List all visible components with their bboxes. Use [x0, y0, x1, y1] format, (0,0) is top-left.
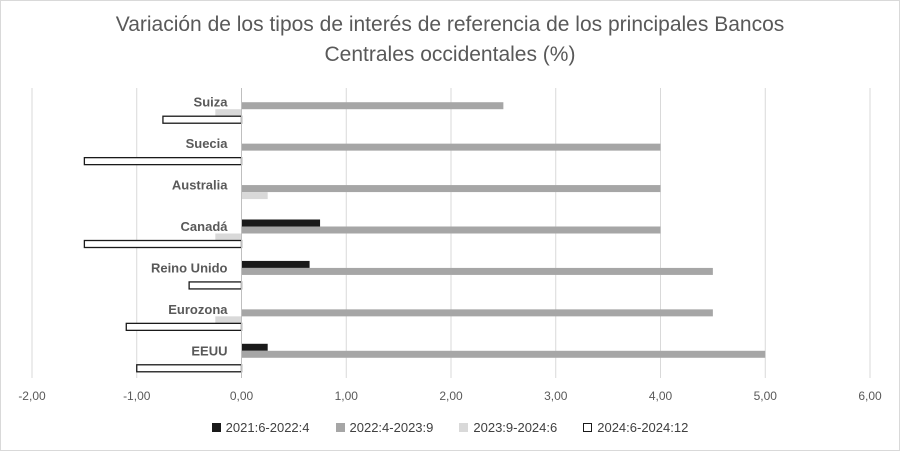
bar [241, 192, 268, 200]
legend-swatch [459, 423, 469, 432]
legend-label: 2023:9-2024:6 [473, 420, 558, 435]
category-label: Australia [172, 178, 228, 193]
legend-swatch [335, 423, 345, 432]
legend-item: 2024:6-2024:12 [583, 420, 688, 435]
x-tick-label: 4,00 [649, 389, 673, 403]
bar [241, 102, 504, 110]
chart-title-line-2: Centrales occidentales (%) [324, 43, 576, 66]
bar [136, 364, 243, 373]
bar [215, 316, 242, 324]
bar [83, 156, 243, 166]
bar [241, 309, 713, 317]
bar [241, 343, 268, 351]
bar [162, 115, 243, 124]
x-tick-label: 2,00 [439, 389, 463, 403]
bar [215, 109, 242, 117]
category-label: EEUU [191, 343, 227, 358]
legend-item: 2023:9-2024:6 [459, 420, 557, 435]
category-label: Reino Unido [151, 260, 228, 275]
bar [241, 185, 661, 193]
category-label: Suecia [186, 136, 229, 151]
x-tick-label: 1,00 [335, 389, 359, 403]
legend-label: 2021:6-2022:4 [225, 420, 310, 435]
legend-label: 2022:4-2023:9 [349, 420, 434, 435]
bar [125, 322, 243, 332]
legend-swatch [211, 423, 221, 432]
x-tick-label: 0,00 [230, 389, 254, 403]
legend-label: 2024:6-2024:12 [597, 420, 689, 435]
x-tick-label: -1,00 [123, 389, 151, 403]
legend: 2021:6-2022:4 2022:4-2023:9 2023:9-2024:… [0, 420, 900, 435]
x-tick-label: 6,00 [858, 389, 882, 403]
x-tick-label: 3,00 [544, 389, 568, 403]
category-label: Canadá [181, 219, 229, 234]
bar [215, 233, 242, 241]
legend-swatch [583, 423, 593, 432]
category-label: Eurozona [168, 302, 228, 317]
category-label: Suiza [194, 95, 229, 110]
bar [188, 281, 243, 290]
bar [83, 239, 243, 249]
legend-item: 2021:6-2022:4 [211, 420, 310, 435]
x-tick-label: 5,00 [754, 389, 778, 403]
bar [241, 350, 766, 358]
x-tick-label: -2,00 [18, 389, 46, 403]
bar [241, 219, 321, 227]
bar [241, 226, 661, 234]
bar [241, 267, 713, 275]
bar [241, 260, 310, 268]
chart-title-line-1: Variación de los tipos de interés de ref… [115, 13, 785, 36]
bar [241, 143, 661, 151]
legend-item: 2022:4-2023:9 [335, 420, 434, 435]
